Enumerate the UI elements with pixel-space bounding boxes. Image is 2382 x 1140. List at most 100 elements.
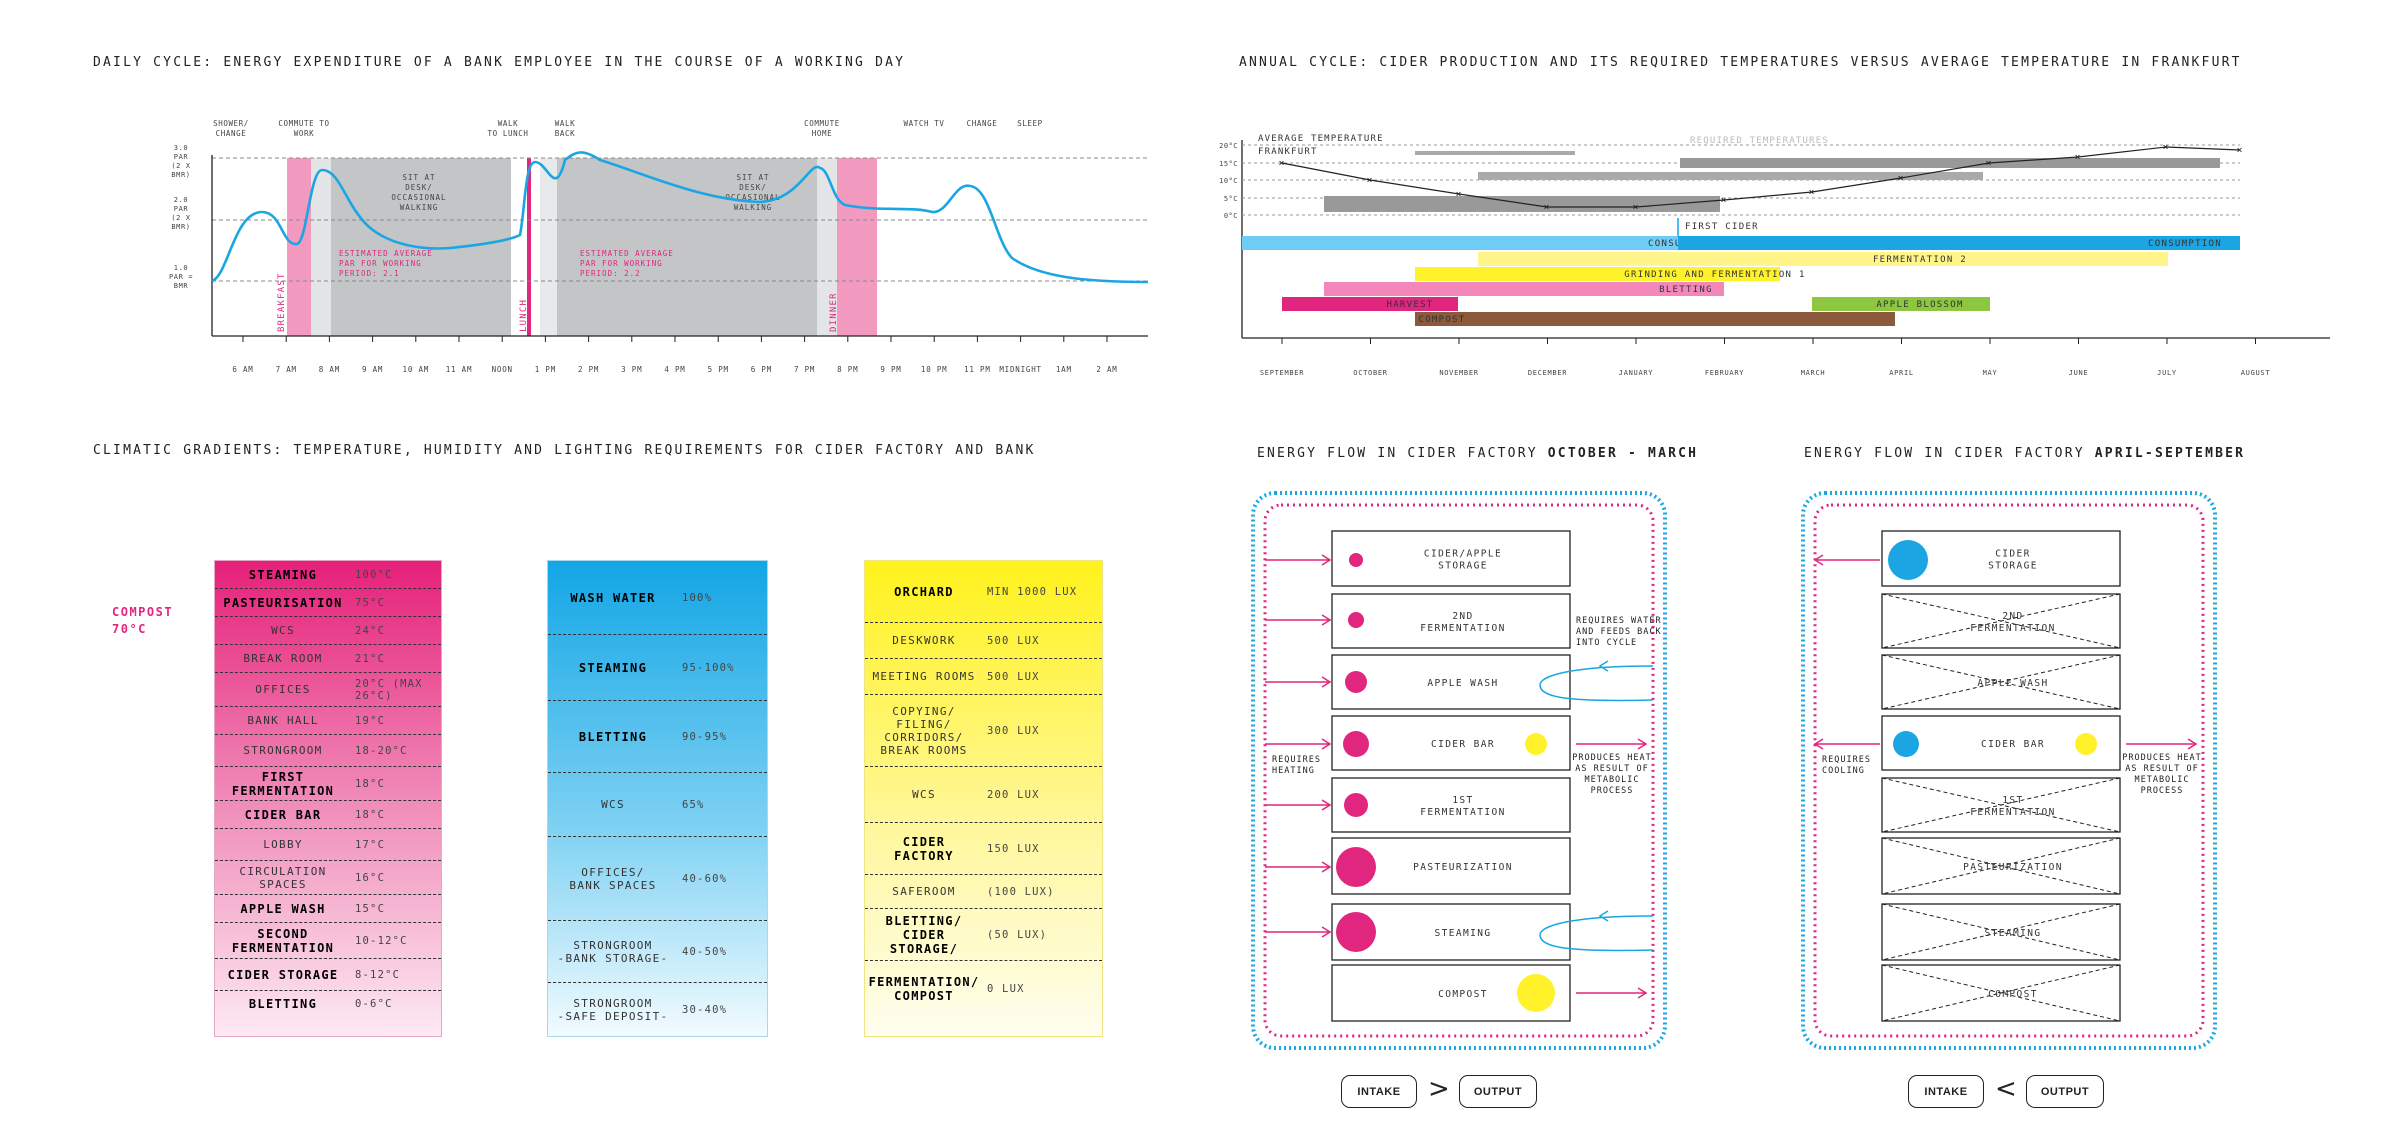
row-value: 300 LUX bbox=[987, 724, 1040, 737]
svg-text:COOLING: COOLING bbox=[1822, 766, 1865, 776]
row-value: 75°C bbox=[355, 596, 386, 609]
svg-text:NOVEMBER: NOVEMBER bbox=[1439, 369, 1478, 377]
svg-text:COMMUTE: COMMUTE bbox=[804, 119, 840, 128]
table-row: STEAMING 95-100% bbox=[548, 635, 767, 701]
table-row: APPLE WASH 15°C bbox=[215, 895, 441, 923]
output-pill-winter: OUTPUT bbox=[1459, 1075, 1537, 1108]
x-tick-label: 4 PM bbox=[664, 365, 684, 374]
svg-text:DECEMBER: DECEMBER bbox=[1528, 369, 1567, 377]
svg-text:BMR): BMR) bbox=[171, 223, 190, 231]
meal-label-lunch: LUNCH bbox=[519, 299, 529, 332]
svg-text:2.0: 2.0 bbox=[174, 196, 188, 204]
svg-text:APPLE BLOSSOM: APPLE BLOSSOM bbox=[1876, 300, 1963, 310]
process-box bbox=[1331, 654, 1571, 710]
activity-label: SLEEP bbox=[1017, 119, 1042, 128]
outer-frame-cyan bbox=[1251, 491, 1667, 1050]
x-tick-label: 9 AM bbox=[362, 365, 382, 374]
row-value: 90-95% bbox=[682, 730, 728, 743]
avg-temp-line bbox=[1281, 146, 2241, 208]
svg-text:DESK/: DESK/ bbox=[405, 183, 433, 192]
svg-text:HOME: HOME bbox=[812, 129, 832, 138]
intake-circle bbox=[1343, 731, 1369, 757]
row-label: WCS bbox=[601, 798, 625, 811]
row-value: 18-20°C bbox=[355, 744, 408, 757]
svg-text:10 PM: 10 PM bbox=[921, 365, 948, 374]
row-label: MEETING ROOMS bbox=[872, 670, 976, 683]
row-value: 500 LUX bbox=[987, 634, 1040, 647]
y-tick-label: 15°C bbox=[1219, 160, 1237, 168]
table-row: SAFEROOM (100 LUX) bbox=[865, 875, 1102, 909]
svg-text:WALK: WALK bbox=[498, 119, 518, 128]
svg-text:2 PM: 2 PM bbox=[578, 365, 599, 374]
svg-text:FERMENTATION: FERMENTATION bbox=[1970, 807, 2055, 818]
table-row: CIDER FACTORY 150 LUX bbox=[865, 823, 1102, 875]
meal-label-breakfast: BREAKFAST bbox=[277, 272, 287, 332]
row-value: 24°C bbox=[355, 624, 386, 637]
svg-text:0°C: 0°C bbox=[1224, 212, 1238, 220]
temp-marker: × bbox=[2074, 152, 2080, 163]
cooling-arrow-head bbox=[1813, 738, 1824, 750]
fermentation2-bar bbox=[1478, 252, 2168, 266]
svg-text:STEAMING: STEAMING bbox=[1435, 928, 1492, 939]
svg-text:PERIOD: 2.2: PERIOD: 2.2 bbox=[580, 269, 641, 278]
grey-block-afternoon bbox=[557, 158, 817, 336]
svg-text:COMPOST: COMPOST bbox=[1418, 315, 1465, 325]
row-label: CIDER FACTORY bbox=[894, 834, 954, 863]
bletting-bar-label: BLETTING bbox=[1659, 285, 1711, 295]
row-label: SAFEROOM bbox=[892, 885, 956, 898]
row-label: WASH WATER bbox=[570, 590, 656, 605]
row-value: 16°C bbox=[355, 871, 386, 884]
svg-text:PROCESS: PROCESS bbox=[2141, 786, 2184, 796]
apple-blossom-bar-label: APPLE BLOSSOM bbox=[1876, 300, 1963, 310]
row-value: 18°C bbox=[355, 777, 386, 790]
output-circle bbox=[1525, 733, 1547, 755]
svg-text:WALKING: WALKING bbox=[734, 203, 773, 212]
svg-text:6 PM: 6 PM bbox=[751, 365, 772, 374]
row-label: CIDER STORAGE bbox=[227, 967, 339, 982]
row-label: APPLE WASH bbox=[240, 901, 326, 916]
climatic-gradients-title: CLIMATIC GRADIENTS: TEMPERATURE, HUMIDIT… bbox=[93, 443, 1036, 458]
svg-text:JANUARY: JANUARY bbox=[1619, 369, 1653, 377]
table-row: STEAMING 100°C bbox=[215, 561, 441, 589]
harvest-bar bbox=[1282, 297, 1458, 311]
temp-marker: × bbox=[1632, 202, 1638, 213]
month-label: AUGUST bbox=[2241, 369, 2270, 377]
svg-text:FRANKFURT: FRANKFURT bbox=[1258, 147, 1318, 157]
svg-text:10 AM: 10 AM bbox=[403, 365, 430, 374]
x-tick-label: 6 PM bbox=[751, 365, 772, 374]
intake-circle bbox=[1336, 847, 1376, 887]
process-label: STEAMING bbox=[1435, 928, 1492, 939]
table-row: BLETTING 90-95% bbox=[548, 701, 767, 773]
cooling-circle bbox=[1893, 731, 1919, 757]
required-temp-bar bbox=[1415, 151, 1575, 155]
svg-text:PROCESS: PROCESS bbox=[1591, 786, 1634, 796]
table-row: STRONGROOM 18-20°C bbox=[215, 735, 441, 767]
first-cider-label: FIRST CIDER bbox=[1685, 222, 1758, 232]
light-block bbox=[817, 158, 837, 336]
row-value: 150 LUX bbox=[987, 842, 1040, 855]
x-tick-label: 2 AM bbox=[1096, 365, 1116, 374]
row-label: ORCHARD bbox=[894, 584, 954, 599]
row-value: 20°C (MAX 26°C) bbox=[355, 677, 423, 702]
activity-label: WATCH TV bbox=[904, 119, 944, 128]
svg-text:STORAGE: STORAGE bbox=[1988, 561, 2038, 572]
svg-text:1ST: 1ST bbox=[1452, 795, 1473, 806]
svg-text:COMMUTE TO: COMMUTE TO bbox=[278, 119, 329, 128]
pink-block-breakfast bbox=[287, 158, 311, 336]
table-row: OFFICES 20°C (MAX 26°C) bbox=[215, 673, 441, 707]
humidity-table: WASH WATER 100% STEAMING 95-100% BLETTING 90-… bbox=[547, 560, 768, 1037]
svg-text:9 PM: 9 PM bbox=[880, 365, 901, 374]
x-tick-label: 3 PM bbox=[621, 365, 641, 374]
table-row: STRONGROOM -SAFE DEPOSIT- 30-40% bbox=[548, 983, 767, 1036]
temp-marker: × bbox=[1985, 158, 1991, 169]
month-label: DECEMBER bbox=[1528, 369, 1567, 377]
y-tick-label: 0°C bbox=[1224, 212, 1238, 220]
svg-text:REQUIRED TEMPERATURES: REQUIRED TEMPERATURES bbox=[1690, 136, 1829, 146]
heating-arrow-head bbox=[1321, 554, 1332, 566]
row-value: 95-100% bbox=[682, 661, 735, 674]
